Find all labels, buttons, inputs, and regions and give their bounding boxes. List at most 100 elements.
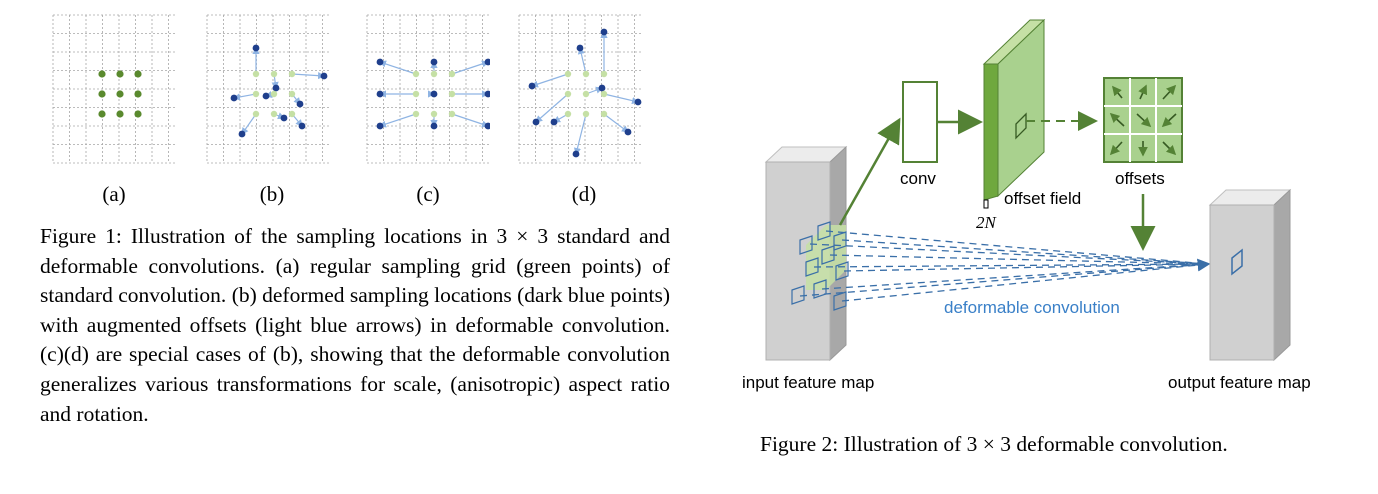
deformed-sample-point	[230, 94, 238, 102]
original-sample-point	[430, 110, 438, 118]
original-sample-point	[448, 70, 456, 78]
offset-arrow	[573, 113, 587, 156]
deformed-sample-point	[572, 150, 580, 158]
deformable-convolution-label: deformable convolution	[944, 298, 1120, 317]
output-feature-map	[1208, 188, 1292, 362]
deformed-sample-point	[272, 84, 280, 92]
panel-b	[206, 14, 330, 164]
figure2-caption: Figure 2: Illustration of 3 × 3 deformab…	[760, 432, 1228, 456]
original-sample-point	[270, 70, 278, 78]
deformed-sample-point	[262, 92, 270, 100]
deformed-sample-point	[484, 122, 490, 130]
original-sample-point	[564, 110, 572, 118]
deformed-sample-point	[430, 58, 438, 66]
deformed-sample-point	[484, 90, 490, 98]
regular-sample-point	[98, 70, 106, 78]
original-sample-point	[412, 110, 420, 118]
deformed-sample-point	[634, 98, 642, 106]
sampling-grid	[52, 14, 175, 164]
panel-c-label: (c)	[416, 182, 440, 206]
original-sample-point	[288, 110, 296, 118]
offset-arrow	[603, 113, 629, 133]
deformed-sample-point	[376, 122, 384, 130]
original-sample-point	[412, 70, 420, 78]
original-sample-point	[582, 110, 590, 118]
panel-d-points	[528, 28, 642, 158]
panel-a-svg	[52, 14, 175, 164]
sampling-grid	[366, 14, 489, 164]
original-sample-point	[430, 70, 438, 78]
deformed-sample-point	[550, 118, 558, 126]
offset-field-label: offset field	[1004, 189, 1081, 208]
original-sample-point	[252, 110, 260, 118]
offset-arrow	[451, 60, 490, 75]
panel-b-label: (b)	[259, 182, 285, 206]
original-sample-point	[600, 90, 608, 98]
original-sample-point	[600, 110, 608, 118]
deformed-sample-point	[532, 118, 540, 126]
offset-field	[982, 18, 1046, 209]
deformed-sample-point	[598, 84, 606, 92]
original-sample-point	[288, 90, 296, 98]
sampling-grid	[518, 14, 641, 164]
panel-c-svg	[366, 14, 490, 164]
sampling-dashed-lines	[799, 230, 1211, 302]
original-sample-point	[252, 70, 260, 78]
deformed-sample-point	[280, 114, 288, 122]
original-sample-point	[582, 90, 590, 98]
offset-arrow	[291, 72, 326, 80]
panel-a	[52, 14, 176, 164]
original-sample-point	[582, 70, 590, 78]
deformed-sample-point	[376, 58, 384, 66]
deformed-sample-point	[484, 58, 490, 66]
offset-arrow	[378, 113, 417, 128]
deformed-sample-point	[296, 100, 304, 108]
regular-sample-point	[98, 90, 106, 98]
output-feature-map-label: output feature map	[1168, 373, 1311, 392]
input-feature-map	[764, 145, 849, 362]
original-sample-point	[448, 90, 456, 98]
panel-a-label: (a)	[102, 182, 126, 206]
panel-d-svg	[518, 14, 642, 164]
offset-arrow	[241, 113, 257, 135]
original-sample-point	[252, 90, 260, 98]
original-sample-point	[600, 70, 608, 78]
deformed-sample-point	[320, 72, 328, 80]
deformed-sample-point	[376, 90, 384, 98]
figure1-caption: Figure 1: Illustration of the sampling l…	[40, 224, 670, 426]
deformed-sample-point	[528, 82, 536, 90]
regular-sample-point	[116, 70, 124, 78]
deformed-sample-point	[252, 44, 260, 52]
original-sample-point	[288, 70, 296, 78]
two-n-label: 2N	[976, 213, 998, 232]
offset-arrow	[378, 60, 417, 75]
panel-d	[518, 14, 642, 164]
regular-sample-point	[116, 110, 124, 118]
deformed-sample-point	[600, 28, 608, 36]
deformed-sample-point	[298, 122, 306, 130]
offset-arrow	[451, 113, 490, 128]
figure2-diagram: conv offset field 2N offsets	[742, 18, 1311, 392]
regular-sample-point	[98, 110, 106, 118]
regular-sample-point	[134, 110, 142, 118]
regular-sample-point	[134, 70, 142, 78]
offset-arrow	[530, 73, 569, 88]
deformed-sample-point	[576, 44, 584, 52]
deformed-sample-point	[238, 130, 246, 138]
panel-a-points	[98, 70, 142, 118]
original-sample-point	[270, 90, 278, 98]
panel-c-points	[376, 58, 490, 130]
sampling-grid	[206, 14, 329, 164]
offset-arrow	[577, 46, 587, 75]
conv-label: conv	[900, 169, 936, 188]
offset-arrow	[535, 93, 569, 123]
input-feature-map-label: input feature map	[742, 373, 874, 392]
original-sample-point	[412, 90, 420, 98]
original-sample-point	[448, 110, 456, 118]
original-sample-point	[564, 90, 572, 98]
conv-box	[902, 81, 938, 163]
offset-arrow	[603, 93, 640, 105]
original-sample-point	[270, 110, 278, 118]
deformed-sample-point	[624, 128, 632, 136]
panel-b-points	[230, 44, 328, 138]
